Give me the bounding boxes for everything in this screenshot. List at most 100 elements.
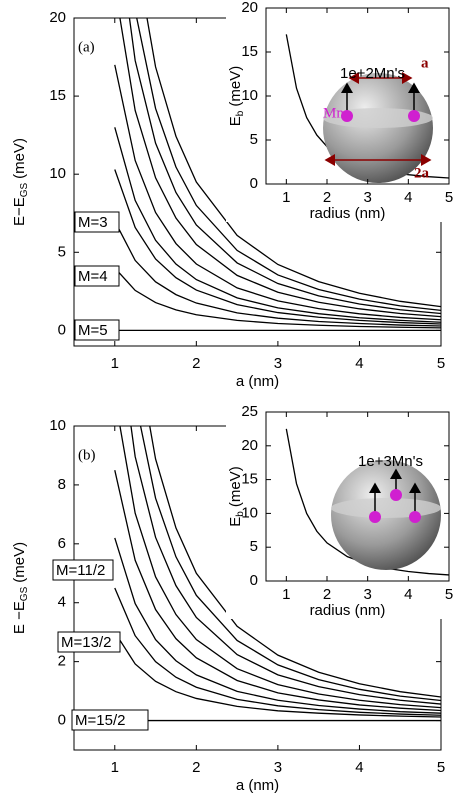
x-tick-label: 4 bbox=[404, 586, 412, 603]
x-tick-label: 5 bbox=[437, 759, 445, 776]
panel-label: (a) bbox=[78, 39, 95, 55]
y-tick-label: 4 bbox=[58, 594, 66, 611]
y-tick-label: 15 bbox=[49, 87, 66, 104]
y-axis-label: E−EGS (meV) bbox=[11, 138, 30, 226]
y-label-sub: b bbox=[235, 110, 246, 116]
level-label: M=11/2 bbox=[56, 562, 105, 579]
y-tick-label: 10 bbox=[49, 417, 66, 434]
y-tick-label: 20 bbox=[241, 0, 258, 16]
x-tick-label: 1 bbox=[282, 189, 290, 206]
y-label-main: E−E bbox=[11, 197, 28, 226]
y-label-unit: (meV) bbox=[11, 542, 28, 583]
level-label: M=4 bbox=[78, 268, 108, 285]
x-tick-label: 1 bbox=[111, 355, 119, 372]
curve bbox=[114, 537, 441, 714]
curve bbox=[149, 426, 441, 698]
y-axis-label: E −EGS (meV) bbox=[11, 542, 30, 634]
curve bbox=[114, 127, 441, 323]
y-label-sub: GS bbox=[19, 182, 30, 197]
sphere-illustration bbox=[323, 72, 433, 183]
curve bbox=[114, 64, 441, 321]
y-label-sub: b bbox=[235, 511, 246, 517]
curve bbox=[114, 267, 441, 329]
x-axis-label: a (nm) bbox=[236, 777, 279, 794]
x-tick-label: 4 bbox=[355, 759, 363, 776]
curve bbox=[146, 18, 441, 308]
level-label: M=5 bbox=[78, 322, 108, 339]
curve bbox=[114, 169, 441, 325]
panel-label: (b) bbox=[78, 447, 96, 463]
y-axis-label: Eb (meV) bbox=[227, 66, 246, 126]
y-label-main: E −E bbox=[11, 601, 28, 634]
sphere-illustration bbox=[331, 460, 441, 570]
level-label-box bbox=[74, 265, 120, 287]
x-tick-label: 2 bbox=[192, 355, 200, 372]
y-label-unit: (meV) bbox=[227, 466, 244, 507]
y-label-sub: GS bbox=[19, 586, 30, 601]
x-tick-label: 3 bbox=[363, 586, 371, 603]
level-label-box bbox=[52, 559, 114, 581]
x-tick-label: 3 bbox=[363, 189, 371, 206]
level-label-box bbox=[74, 211, 120, 233]
x-tick-label: 3 bbox=[274, 759, 282, 776]
curve bbox=[128, 18, 441, 315]
x-tick-label: 3 bbox=[274, 355, 282, 372]
annotation: 2a bbox=[414, 165, 430, 181]
x-axis-label: radius (nm) bbox=[310, 205, 386, 222]
level-label-box bbox=[57, 631, 121, 653]
level-label: M=13/2 bbox=[61, 634, 111, 651]
y-label-main: E bbox=[227, 116, 244, 126]
curve bbox=[285, 428, 449, 576]
curve bbox=[119, 18, 441, 318]
y-tick-label: 5 bbox=[58, 243, 66, 260]
curve bbox=[130, 426, 441, 705]
x-tick-label: 5 bbox=[445, 586, 453, 603]
annotation: 1e+3Mn's bbox=[358, 453, 423, 470]
y-tick-label: 0 bbox=[250, 175, 258, 192]
curve bbox=[139, 426, 441, 702]
level-label-box bbox=[71, 709, 149, 731]
y-tick-label: 15 bbox=[241, 43, 258, 60]
level-label: M=15/2 bbox=[75, 712, 125, 729]
y-axis-label: Eb (meV) bbox=[227, 466, 246, 526]
y-tick-label: 15 bbox=[241, 471, 258, 488]
y-tick-label: 5 bbox=[250, 538, 258, 555]
y-label-unit: (meV) bbox=[227, 66, 244, 107]
y-tick-label: 10 bbox=[241, 87, 258, 104]
y-tick-label: 10 bbox=[241, 504, 258, 521]
curve bbox=[114, 220, 441, 327]
x-tick-label: 5 bbox=[437, 355, 445, 372]
y-tick-label: 0 bbox=[58, 321, 66, 338]
x-tick-label: 2 bbox=[323, 586, 331, 603]
y-tick-label: 2 bbox=[58, 653, 66, 670]
y-tick-label: 20 bbox=[241, 437, 258, 454]
y-tick-label: 8 bbox=[58, 476, 66, 493]
y-label-main: E bbox=[227, 517, 244, 527]
curve bbox=[114, 631, 441, 718]
y-tick-label: 25 bbox=[241, 403, 258, 420]
x-axis-label: radius (nm) bbox=[310, 602, 386, 619]
curve bbox=[114, 587, 441, 716]
y-tick-label: 5 bbox=[250, 131, 258, 148]
x-tick-label: 5 bbox=[445, 189, 453, 206]
x-tick-label: 2 bbox=[323, 189, 331, 206]
curve bbox=[136, 18, 441, 312]
curve bbox=[119, 426, 441, 709]
plot-frame bbox=[265, 411, 450, 582]
x-axis-label: a (nm) bbox=[236, 373, 279, 390]
level-label: M=3 bbox=[78, 214, 108, 231]
x-tick-label: 4 bbox=[404, 189, 412, 206]
y-label-unit: (meV) bbox=[11, 138, 28, 179]
annotation: Mn bbox=[323, 105, 344, 121]
y-tick-label: 0 bbox=[58, 712, 66, 729]
x-tick-label: 4 bbox=[355, 355, 363, 372]
x-tick-label: 2 bbox=[192, 759, 200, 776]
x-tick-label: 1 bbox=[111, 759, 119, 776]
level-label-box bbox=[74, 319, 120, 341]
y-tick-label: 6 bbox=[58, 535, 66, 552]
y-tick-label: 10 bbox=[49, 165, 66, 182]
annotation: a bbox=[421, 55, 429, 71]
y-tick-label: 20 bbox=[49, 9, 66, 26]
